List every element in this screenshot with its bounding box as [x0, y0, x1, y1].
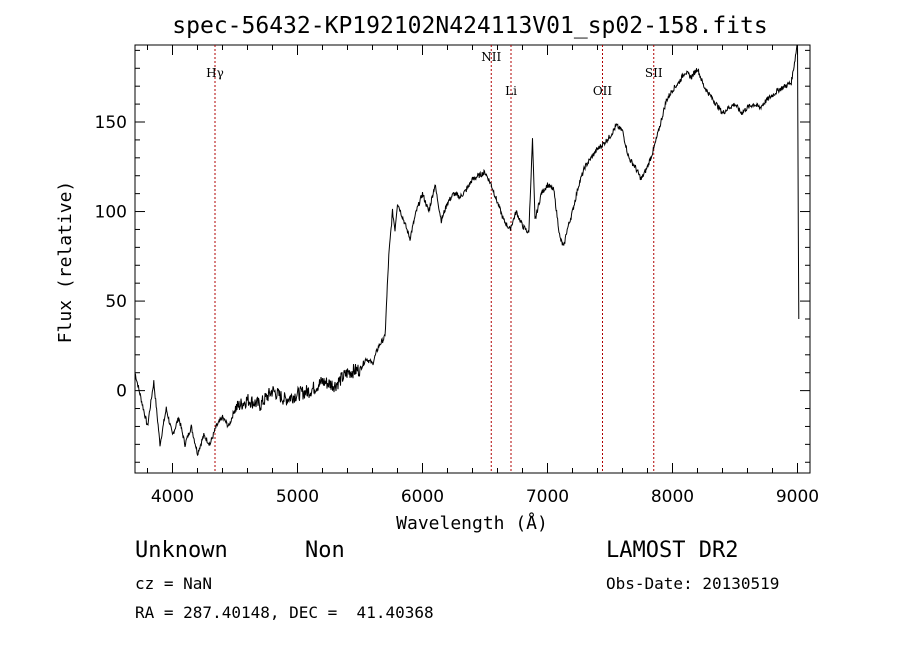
- redshift-label: cz = NaN: [135, 574, 213, 593]
- line-marker-label: NII: [481, 50, 501, 64]
- plot-area: 4000 5000 6000 7000 8000 9000 0 50 100 150 Hγ NII Li…: [95, 44, 819, 507]
- line-marker-label: Li: [505, 84, 517, 98]
- x-tick-label: 8000: [651, 487, 694, 507]
- line-marker-label: SII: [645, 66, 663, 80]
- line-marker-label: Hγ: [206, 66, 224, 80]
- survey-label: LAMOST DR2: [606, 538, 739, 563]
- subclass-label: Non: [305, 538, 345, 563]
- y-tick-label: 50: [105, 292, 127, 312]
- coordinates-label: RA = 287.40148, DEC = 41.40368: [135, 603, 434, 622]
- class-label: Unknown: [135, 538, 228, 563]
- y-tick-label: 100: [95, 203, 127, 223]
- chart-title: spec-56432-KP192102N424113V01_sp02-158.f…: [172, 13, 767, 39]
- obs-date-label: Obs-Date: 20130519: [606, 574, 780, 593]
- x-tick-label: 7000: [526, 487, 569, 507]
- x-tick-label: 6000: [401, 487, 444, 507]
- spectrum-line: [135, 45, 800, 457]
- x-tick-label: 5000: [276, 487, 319, 507]
- x-axis-label: Wavelength (Å): [396, 512, 548, 534]
- x-tick-label: 4000: [151, 487, 194, 507]
- line-marker-label: OII: [593, 84, 613, 98]
- y-tick-label: 0: [116, 382, 127, 402]
- y-tick-label: 150: [95, 113, 127, 133]
- x-tick-label: 9000: [776, 487, 819, 507]
- y-axis-label: Flux (relative): [55, 181, 76, 344]
